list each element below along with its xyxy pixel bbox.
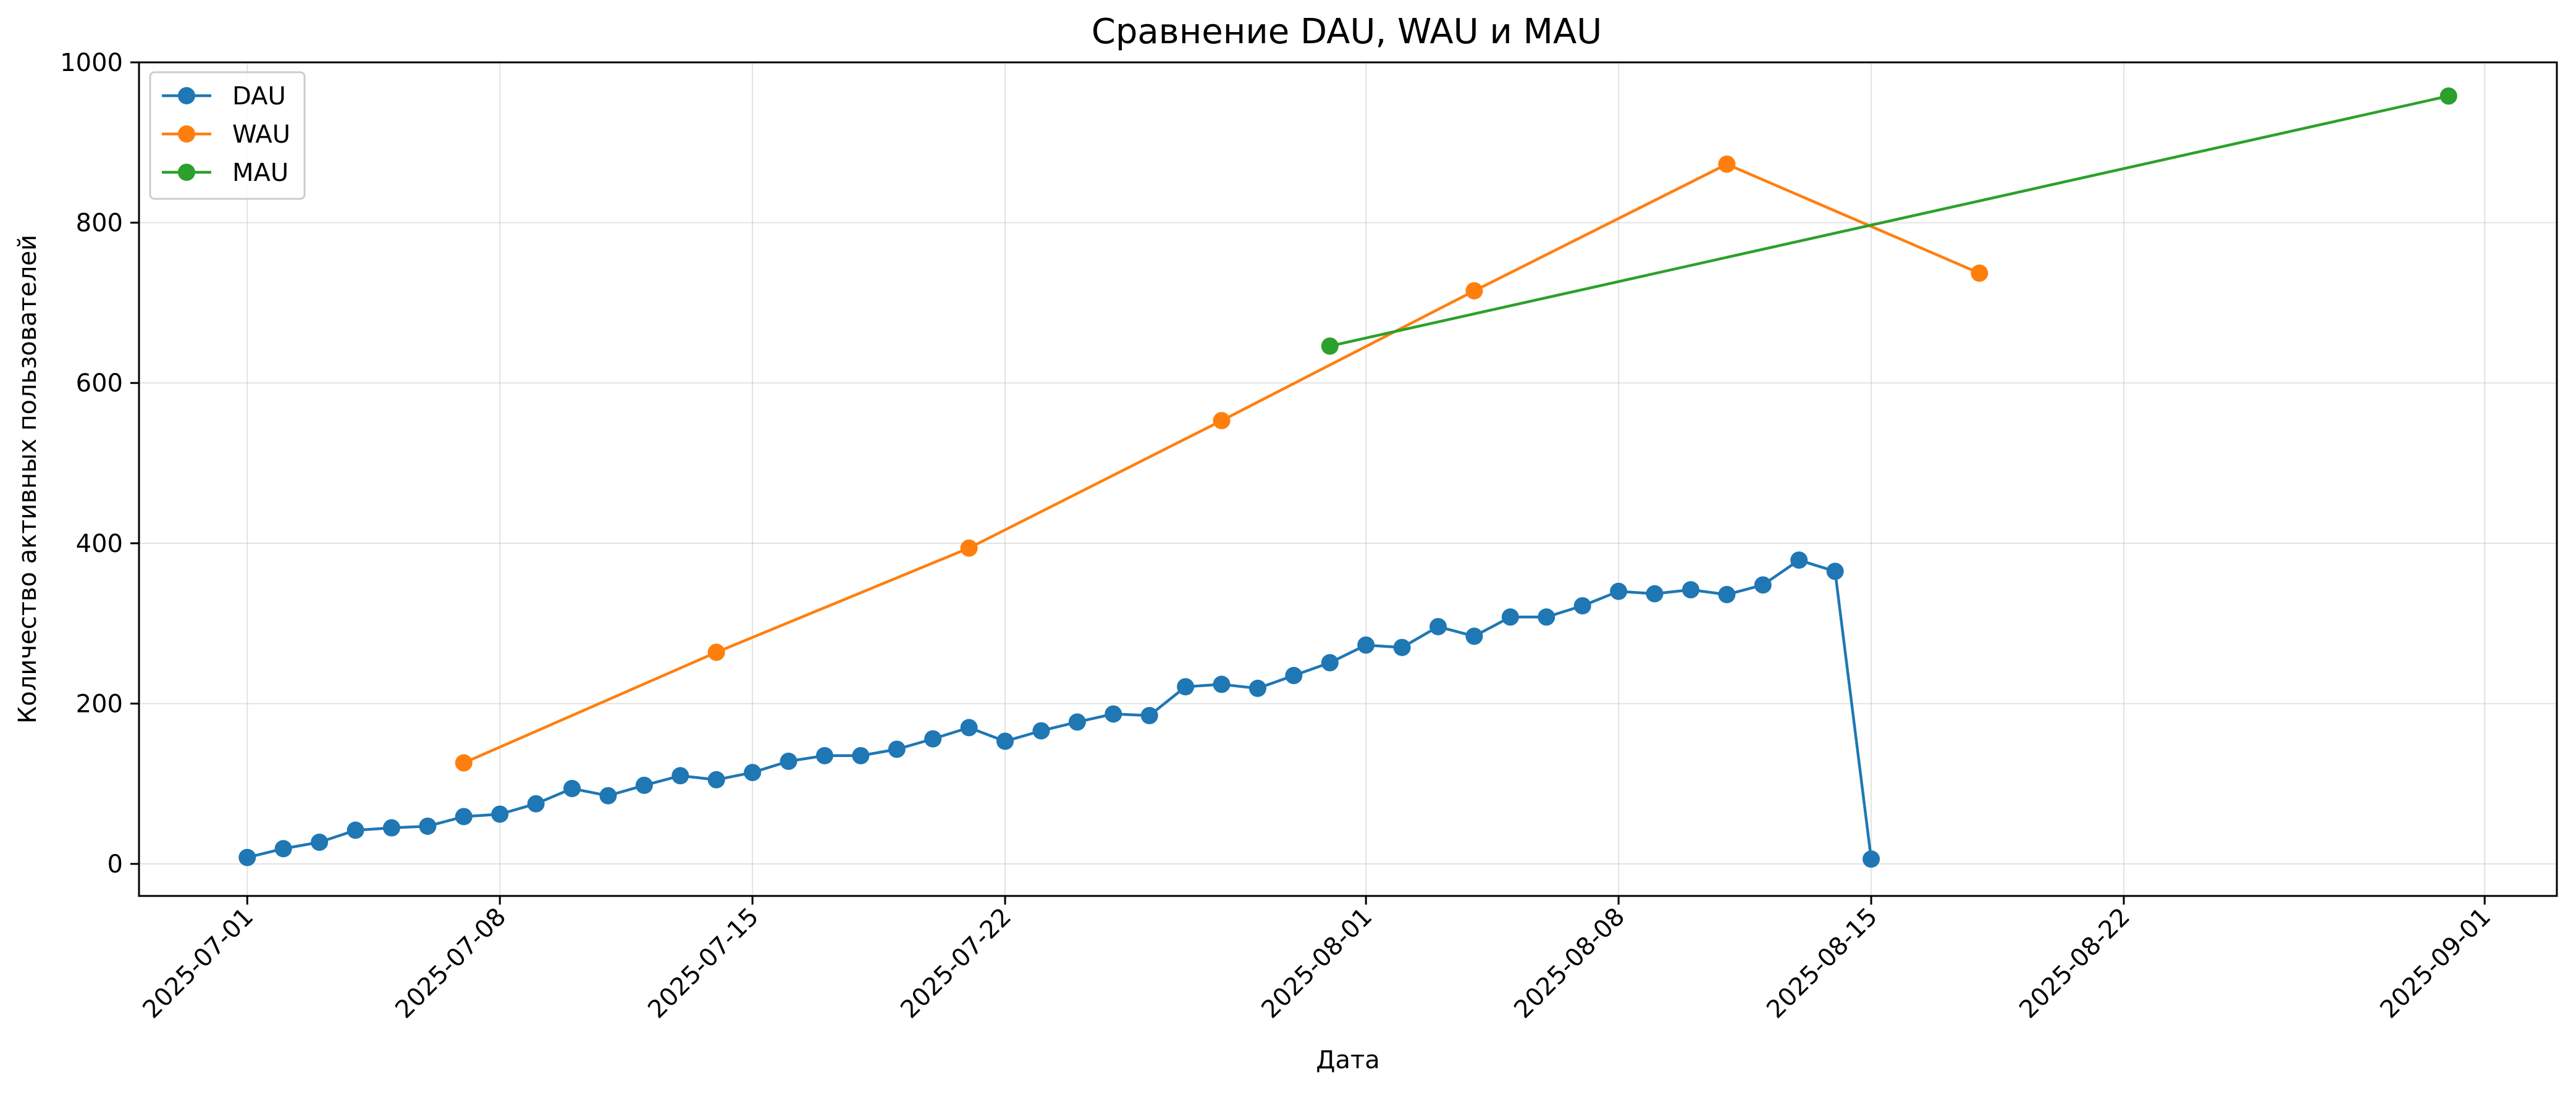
data-point-dau [1140,706,1158,724]
data-point-dau [924,730,942,748]
data-point-dau [1538,608,1555,626]
data-point-dau [347,821,364,839]
data-point-dau [1646,585,1664,603]
legend-label-wau: WAU [232,120,290,149]
x-axis-label: Дата [1316,1046,1380,1074]
data-point-dau [1718,585,1736,603]
data-point-dau [780,752,798,770]
legend-items: DAU WAU MAU [162,82,290,187]
data-point-dau [491,805,509,823]
data-point-dau [1105,705,1122,723]
y-tick-label: 800 [76,209,123,238]
data-point-dau [1321,654,1339,672]
data-point-dau [238,848,256,866]
plot-area-frame [138,61,2558,897]
data-point-dau [1501,608,1519,626]
legend-marker-mau [178,164,195,181]
data-point-dau [888,740,906,758]
data-point-dau [1177,678,1195,696]
data-point-dau [1032,722,1050,740]
series-line-dau [246,558,1873,861]
data-point-dau [455,808,473,826]
data-point-dau [1248,679,1266,697]
data-point-dau [960,719,978,737]
data-point-wau [1971,264,1989,282]
data-point-dau [419,818,437,835]
data-point-mau [2439,87,2457,105]
data-point-dau [599,787,617,805]
data-point-dau [1213,676,1231,693]
data-point-dau [1754,576,1772,594]
series-line-mau [1328,94,2450,348]
y-axis-label: Количество активных пользователей [14,235,42,724]
data-point-wau [707,643,725,661]
legend-label-dau: DAU [232,82,286,111]
data-point-mau [1321,337,1339,355]
data-point-dau [744,764,762,782]
data-point-wau [1718,155,1736,173]
data-point-wau [1465,282,1483,299]
data-point-dau [1682,581,1699,599]
y-tick-label: 200 [76,690,123,718]
data-point-dau [1610,582,1628,600]
data-point-dau [852,747,870,764]
data-point-dau [1573,597,1591,615]
data-point-dau [1790,551,1808,569]
data-point-dau [274,840,292,858]
data-point-wau [455,754,473,772]
grid-layer [139,62,2557,896]
data-point-dau [671,767,689,785]
data-point-dau [382,819,400,837]
data-point-dau [527,795,545,813]
chart-legend: DAU WAU MAU [149,71,306,200]
data-point-dau [563,780,581,798]
data-point-wau [1213,412,1231,430]
legend-label-mau: MAU [232,159,288,187]
data-point-dau [707,771,725,789]
data-point-dau [1429,617,1447,635]
chart-title: Сравнение DAU, WAU и MAU [1092,12,1602,52]
data-point-dau [1465,627,1483,645]
legend-marker-wau [178,125,195,143]
data-point-dau [635,776,653,794]
data-point-wau [960,539,978,557]
data-point-dau [1826,563,1844,580]
legend-marker-dau [178,87,195,104]
data-point-dau [1285,667,1303,685]
data-point-dau [1863,850,1880,868]
y-tick-label: 600 [76,369,123,398]
data-point-dau [996,732,1014,750]
data-point-dau [1068,713,1086,731]
data-point-dau [815,747,833,764]
data-point-dau [1393,638,1411,656]
data-point-dau [311,834,329,851]
series-layer [238,87,2457,868]
data-point-dau [1357,636,1375,654]
y-tick-label: 0 [107,850,123,879]
y-tick-label: 400 [76,530,123,558]
y-tick-label: 1000 [60,49,123,77]
